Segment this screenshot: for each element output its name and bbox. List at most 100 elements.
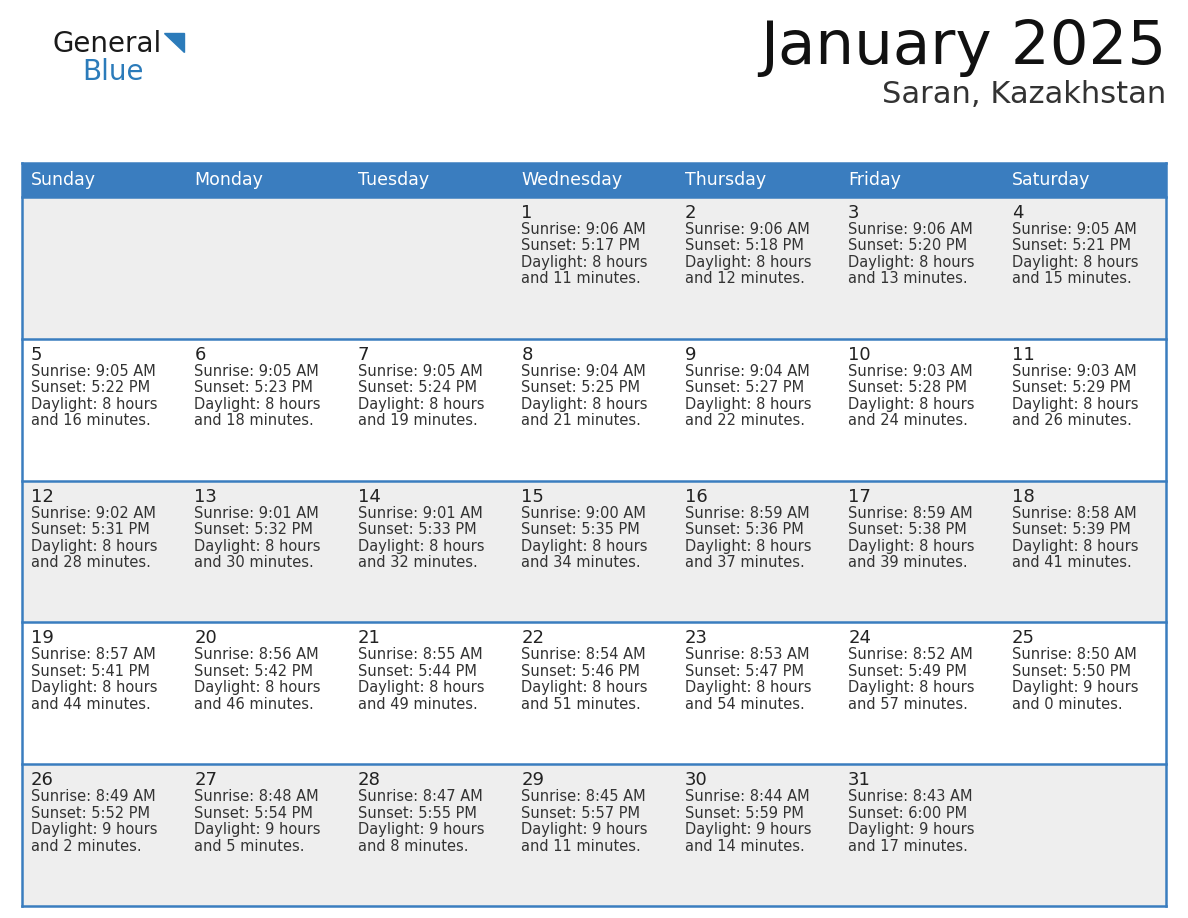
Text: Sunrise: 9:04 AM: Sunrise: 9:04 AM — [522, 364, 646, 379]
Text: Sunset: 5:20 PM: Sunset: 5:20 PM — [848, 239, 967, 253]
Text: Wednesday: Wednesday — [522, 171, 623, 189]
Text: Daylight: 8 hours: Daylight: 8 hours — [684, 255, 811, 270]
Text: and 46 minutes.: and 46 minutes. — [195, 697, 314, 711]
Text: Sunset: 5:22 PM: Sunset: 5:22 PM — [31, 380, 150, 396]
Text: Sunrise: 8:52 AM: Sunrise: 8:52 AM — [848, 647, 973, 663]
Text: Sunset: 5:17 PM: Sunset: 5:17 PM — [522, 239, 640, 253]
Text: and 18 minutes.: and 18 minutes. — [195, 413, 314, 429]
Text: and 17 minutes.: and 17 minutes. — [848, 839, 968, 854]
Text: Sunset: 6:00 PM: Sunset: 6:00 PM — [848, 806, 967, 821]
Bar — [676, 163, 839, 197]
Text: Sunset: 5:23 PM: Sunset: 5:23 PM — [195, 380, 314, 396]
Text: 5: 5 — [31, 346, 43, 364]
Text: Sunset: 5:21 PM: Sunset: 5:21 PM — [1011, 239, 1131, 253]
Text: and 24 minutes.: and 24 minutes. — [848, 413, 968, 429]
Text: Daylight: 8 hours: Daylight: 8 hours — [1011, 397, 1138, 412]
Text: 15: 15 — [522, 487, 544, 506]
Bar — [23, 622, 1165, 764]
Text: 31: 31 — [848, 771, 871, 789]
Text: Sunrise: 8:56 AM: Sunrise: 8:56 AM — [195, 647, 320, 663]
Text: 14: 14 — [358, 487, 380, 506]
Text: 21: 21 — [358, 630, 380, 647]
Text: Saturday: Saturday — [1011, 171, 1089, 189]
Text: and 37 minutes.: and 37 minutes. — [684, 555, 804, 570]
Text: 16: 16 — [684, 487, 708, 506]
Text: Daylight: 9 hours: Daylight: 9 hours — [1011, 680, 1138, 695]
Text: 22: 22 — [522, 630, 544, 647]
Text: Sunset: 5:25 PM: Sunset: 5:25 PM — [522, 380, 640, 396]
Text: Sunrise: 8:54 AM: Sunrise: 8:54 AM — [522, 647, 646, 663]
Text: Sunrise: 9:06 AM: Sunrise: 9:06 AM — [848, 222, 973, 237]
Text: Daylight: 8 hours: Daylight: 8 hours — [358, 397, 485, 412]
Text: Sunset: 5:57 PM: Sunset: 5:57 PM — [522, 806, 640, 821]
Text: Sunrise: 8:45 AM: Sunrise: 8:45 AM — [522, 789, 646, 804]
Bar — [512, 163, 676, 197]
Text: Sunrise: 9:05 AM: Sunrise: 9:05 AM — [31, 364, 156, 379]
Text: 27: 27 — [195, 771, 217, 789]
Text: Daylight: 8 hours: Daylight: 8 hours — [31, 397, 158, 412]
Text: and 34 minutes.: and 34 minutes. — [522, 555, 640, 570]
Text: Sunset: 5:44 PM: Sunset: 5:44 PM — [358, 664, 476, 678]
Text: Daylight: 8 hours: Daylight: 8 hours — [195, 680, 321, 695]
Text: 11: 11 — [1011, 346, 1035, 364]
Text: General: General — [52, 30, 162, 58]
Text: Sunrise: 8:49 AM: Sunrise: 8:49 AM — [31, 789, 156, 804]
Text: Sunrise: 8:57 AM: Sunrise: 8:57 AM — [31, 647, 156, 663]
Text: and 30 minutes.: and 30 minutes. — [195, 555, 314, 570]
Text: Sunrise: 9:04 AM: Sunrise: 9:04 AM — [684, 364, 809, 379]
Text: Sunset: 5:49 PM: Sunset: 5:49 PM — [848, 664, 967, 678]
Text: Sunrise: 9:05 AM: Sunrise: 9:05 AM — [195, 364, 320, 379]
Text: 2: 2 — [684, 204, 696, 222]
Text: Daylight: 8 hours: Daylight: 8 hours — [848, 397, 974, 412]
Text: Daylight: 8 hours: Daylight: 8 hours — [195, 397, 321, 412]
Text: and 13 minutes.: and 13 minutes. — [848, 272, 968, 286]
Text: Sunrise: 9:03 AM: Sunrise: 9:03 AM — [1011, 364, 1136, 379]
Text: and 11 minutes.: and 11 minutes. — [522, 272, 642, 286]
Text: and 54 minutes.: and 54 minutes. — [684, 697, 804, 711]
Text: Sunset: 5:27 PM: Sunset: 5:27 PM — [684, 380, 804, 396]
Text: Sunset: 5:28 PM: Sunset: 5:28 PM — [848, 380, 967, 396]
Text: Daylight: 8 hours: Daylight: 8 hours — [358, 539, 485, 554]
Bar — [1003, 163, 1165, 197]
Text: Daylight: 8 hours: Daylight: 8 hours — [522, 539, 647, 554]
Text: Daylight: 8 hours: Daylight: 8 hours — [522, 680, 647, 695]
Text: Sunrise: 8:44 AM: Sunrise: 8:44 AM — [684, 789, 809, 804]
Text: Monday: Monday — [195, 171, 264, 189]
Text: and 14 minutes.: and 14 minutes. — [684, 839, 804, 854]
Text: Sunrise: 8:48 AM: Sunrise: 8:48 AM — [195, 789, 320, 804]
Text: 4: 4 — [1011, 204, 1023, 222]
Text: Sunset: 5:39 PM: Sunset: 5:39 PM — [1011, 522, 1130, 537]
Text: Sunrise: 9:01 AM: Sunrise: 9:01 AM — [195, 506, 320, 521]
Text: and 8 minutes.: and 8 minutes. — [358, 839, 468, 854]
Text: and 51 minutes.: and 51 minutes. — [522, 697, 642, 711]
Text: Sunset: 5:42 PM: Sunset: 5:42 PM — [195, 664, 314, 678]
Text: 30: 30 — [684, 771, 708, 789]
Text: Thursday: Thursday — [684, 171, 766, 189]
Text: Sunset: 5:59 PM: Sunset: 5:59 PM — [684, 806, 803, 821]
Text: and 22 minutes.: and 22 minutes. — [684, 413, 804, 429]
Text: Sunrise: 8:43 AM: Sunrise: 8:43 AM — [848, 789, 973, 804]
Text: 6: 6 — [195, 346, 206, 364]
Text: Daylight: 8 hours: Daylight: 8 hours — [848, 539, 974, 554]
Bar — [349, 163, 512, 197]
Bar — [185, 163, 349, 197]
Text: Sunrise: 9:05 AM: Sunrise: 9:05 AM — [358, 364, 482, 379]
Text: Sunday: Sunday — [31, 171, 96, 189]
Text: 28: 28 — [358, 771, 380, 789]
Text: 25: 25 — [1011, 630, 1035, 647]
Text: Sunset: 5:31 PM: Sunset: 5:31 PM — [31, 522, 150, 537]
Text: and 12 minutes.: and 12 minutes. — [684, 272, 804, 286]
Text: Daylight: 9 hours: Daylight: 9 hours — [684, 823, 811, 837]
Text: Sunset: 5:54 PM: Sunset: 5:54 PM — [195, 806, 314, 821]
Text: Daylight: 9 hours: Daylight: 9 hours — [358, 823, 485, 837]
Text: and 57 minutes.: and 57 minutes. — [848, 697, 968, 711]
Text: 20: 20 — [195, 630, 217, 647]
Text: 26: 26 — [31, 771, 53, 789]
Text: Sunset: 5:50 PM: Sunset: 5:50 PM — [1011, 664, 1131, 678]
Bar — [23, 481, 1165, 622]
Text: Sunrise: 8:59 AM: Sunrise: 8:59 AM — [848, 506, 973, 521]
Text: Sunrise: 9:03 AM: Sunrise: 9:03 AM — [848, 364, 973, 379]
Text: 17: 17 — [848, 487, 871, 506]
Text: Daylight: 9 hours: Daylight: 9 hours — [195, 823, 321, 837]
Bar — [23, 197, 1165, 339]
